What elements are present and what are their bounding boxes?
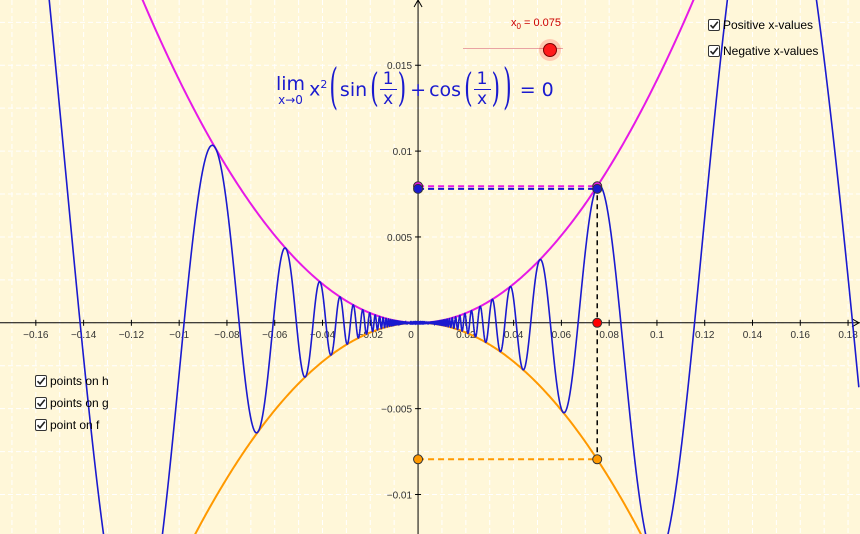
limit-operator: lim x→0: [276, 74, 305, 106]
sin-text: sin: [339, 78, 368, 101]
fraction-denominator: x: [383, 89, 394, 109]
point-f-on-y-axis: [413, 183, 424, 194]
x-tick-label: 0.06: [552, 330, 572, 341]
check-icon: [36, 377, 46, 386]
x-tick-label: 0.1: [650, 330, 664, 341]
y-tick-label: −0.01: [387, 491, 413, 502]
x-tick-label: 0.16: [791, 330, 811, 341]
plus-sign: +: [410, 78, 427, 101]
checkbox-points-on-h[interactable]: points on h: [35, 374, 109, 388]
check-icon: [36, 421, 46, 430]
slider-var: x: [511, 17, 517, 29]
x-tick-label: −0.14: [71, 330, 97, 341]
point-g-on-y-axis: [413, 454, 424, 465]
point-f-at-x0: [592, 183, 603, 194]
fraction-denominator: x: [477, 89, 488, 109]
checkbox-positive-x[interactable]: Positive x-values: [708, 18, 813, 32]
checkbox-label: points on g: [50, 396, 109, 410]
slider-label: x0 = 0.075: [511, 17, 561, 31]
x-tick-label: −0.04: [310, 330, 336, 341]
cos-text: cos: [429, 78, 462, 101]
checkbox-box[interactable]: [35, 375, 47, 387]
x-tick-label: 0.14: [743, 330, 763, 341]
x-tick-label: 0.08: [599, 330, 619, 341]
y-tick-label: −0.005: [381, 405, 412, 416]
slider-value: = 0.075: [520, 17, 562, 29]
x-tick-label: −0.1: [169, 330, 189, 341]
point-g-at-x0: [592, 454, 603, 465]
checkbox-label: Negative x-values: [723, 44, 819, 58]
check-icon: [36, 399, 46, 408]
x-tick-label: 0.18: [838, 330, 858, 341]
checkbox-box[interactable]: [35, 397, 47, 409]
point-x0-on-x-axis: [592, 317, 603, 328]
y-tick-label: 0.01: [393, 147, 413, 158]
checkbox-negative-x[interactable]: Negative x-values: [708, 44, 818, 58]
x-tick-label: −0.16: [23, 330, 49, 341]
close-paren-outer: ): [503, 60, 512, 116]
open-paren-sin: (: [370, 66, 379, 112]
checkbox-point-on-f[interactable]: point on f: [35, 418, 99, 432]
x0-slider-track[interactable]: [463, 48, 563, 49]
checkbox-label: point on f: [50, 418, 100, 432]
lim-subscript: x→0: [278, 92, 303, 107]
check-icon: [709, 47, 719, 56]
x-tick-label: −0.02: [358, 330, 384, 341]
x0-slider-knob[interactable]: [542, 43, 557, 57]
checkbox-label: points on h: [50, 374, 109, 388]
check-icon: [709, 21, 719, 30]
open-paren-cos: (: [464, 66, 473, 112]
x-text: x: [309, 78, 321, 101]
close-paren-sin: ): [397, 66, 407, 112]
checkbox-box[interactable]: [708, 19, 720, 31]
fraction-numerator: 1: [379, 70, 397, 90]
y-axis-arrow: [413, 0, 423, 8]
lim-text: lim: [276, 72, 306, 95]
checkbox-points-on-g[interactable]: points on g: [35, 396, 109, 410]
slider-var-sub: 0: [516, 22, 521, 32]
x-tick-label: −0.06: [262, 330, 288, 341]
fraction-numerator: 1: [473, 70, 491, 90]
x-squared: x2: [309, 78, 327, 100]
checkbox-box[interactable]: [35, 419, 47, 431]
y-tick-label: 0.005: [387, 233, 412, 244]
x-tick-label: −0.08: [214, 330, 240, 341]
x-tick-label: 0.04: [504, 330, 524, 341]
x-tick-label: −0.12: [119, 330, 145, 341]
open-paren-outer: (: [329, 60, 338, 116]
x-tick-label: 0.02: [456, 330, 476, 341]
close-paren-cos: ): [491, 66, 501, 112]
exponent: 2: [320, 78, 328, 92]
checkbox-label: Positive x-values: [723, 18, 814, 32]
equals-zero: = 0: [519, 78, 554, 101]
y-tick-label: 0.015: [387, 61, 412, 72]
checkbox-box[interactable]: [708, 45, 720, 57]
x-tick-label: 0.12: [695, 330, 715, 341]
x-tick-label: 0: [408, 330, 414, 341]
